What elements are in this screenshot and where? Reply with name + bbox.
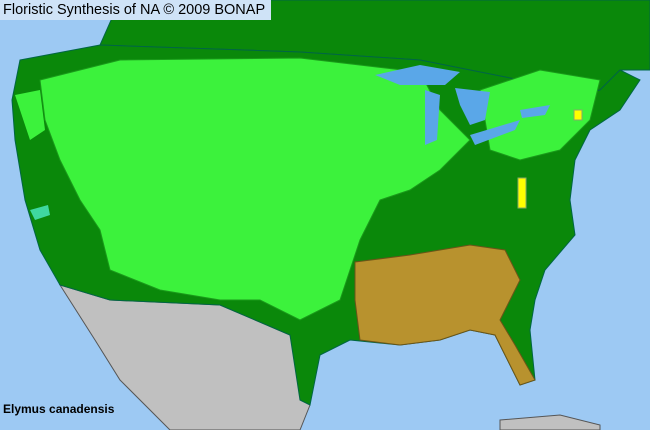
rare-counties-virginia [517,177,527,209]
lake-ontario [520,105,550,118]
lake-superior [375,65,460,85]
rare-counties-connecticut [573,109,583,121]
present-counties-west [15,90,45,140]
southeast-absent-region [354,244,536,386]
species-label: Elymus canadensis [3,402,115,416]
present-counties-region [39,57,471,321]
map-title: Floristic Synthesis of NA © 2009 BONAP [0,0,272,20]
lake-michigan [425,90,440,145]
lake-huron [455,88,490,125]
california-patch [30,205,50,220]
lake-erie [470,120,520,145]
cuba-region [499,414,601,430]
